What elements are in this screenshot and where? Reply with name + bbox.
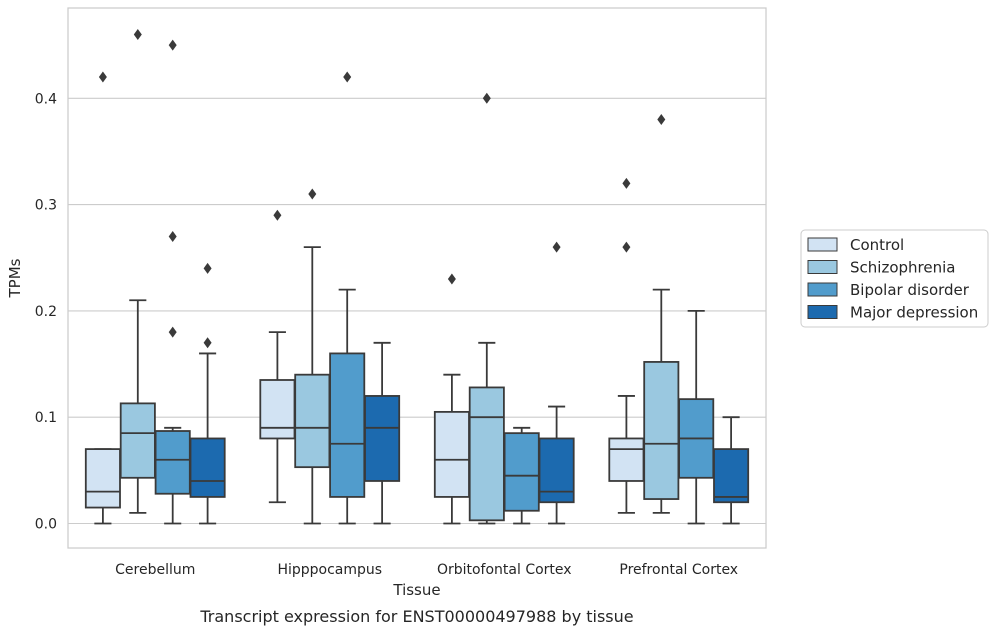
x-tick-label: Hipppocampus bbox=[277, 562, 382, 578]
box-1-2 bbox=[329, 71, 366, 525]
y-tick-label: 0.1 bbox=[35, 410, 57, 426]
outlier-point bbox=[203, 337, 212, 349]
outlier-point bbox=[168, 230, 177, 242]
box-iqr bbox=[84, 448, 121, 509]
box-iqr bbox=[643, 361, 680, 500]
y-tick-label: 0.4 bbox=[35, 91, 57, 107]
outlier-point bbox=[98, 71, 107, 83]
box-iqr bbox=[329, 352, 366, 498]
box-iqr bbox=[259, 379, 296, 440]
legend-frame bbox=[800, 229, 989, 328]
figure-caption: Transcript expression for ENST0000049798… bbox=[199, 607, 633, 626]
outlier-point bbox=[168, 326, 177, 338]
x-tick-label: Orbitofontal Cortex bbox=[437, 562, 572, 578]
outlier-point bbox=[622, 177, 631, 189]
outlier-point bbox=[552, 241, 561, 253]
box-2-1 bbox=[468, 92, 505, 525]
x-axis-title: Tissue bbox=[392, 581, 440, 599]
box-iqr bbox=[713, 448, 750, 504]
legend-swatch bbox=[807, 237, 838, 252]
y-axis-title: TPMs bbox=[6, 258, 24, 298]
box-2-2 bbox=[503, 426, 540, 525]
legend-swatch bbox=[807, 260, 838, 274]
box-iqr bbox=[608, 437, 645, 482]
box-iqr bbox=[294, 373, 331, 469]
outlier-point bbox=[168, 39, 177, 51]
boxes-layer bbox=[84, 29, 750, 525]
legend-label: Schizophrenia bbox=[850, 259, 955, 277]
box-3-0 bbox=[608, 177, 645, 514]
outlier-point bbox=[482, 92, 491, 104]
box-2-3 bbox=[538, 241, 575, 525]
legend-label: Major depression bbox=[850, 304, 978, 322]
plot-frame bbox=[67, 7, 767, 549]
box-iqr bbox=[538, 437, 575, 504]
legend-label: Control bbox=[850, 236, 904, 254]
box-3-2 bbox=[678, 309, 715, 525]
box-0-2 bbox=[154, 39, 191, 525]
outlier-point bbox=[657, 114, 666, 126]
box-1-1 bbox=[294, 188, 331, 525]
legend-swatch bbox=[807, 305, 838, 319]
box-3-1 bbox=[643, 114, 680, 514]
y-tick-label: 0.0 bbox=[35, 517, 57, 533]
box-iqr bbox=[119, 402, 156, 479]
box-1-3 bbox=[364, 341, 401, 525]
outlier-point bbox=[447, 273, 456, 285]
y-tick-label: 0.3 bbox=[35, 198, 57, 214]
box-0-3 bbox=[189, 262, 226, 525]
box-iqr bbox=[154, 430, 191, 495]
box-iqr bbox=[433, 410, 470, 498]
outlier-point bbox=[203, 262, 212, 274]
x-tick-labels: Cerebellum Hipppocampus Orbitofontal Corte… bbox=[115, 562, 738, 578]
box-3-3 bbox=[713, 416, 750, 525]
legend-swatch bbox=[807, 282, 838, 297]
outlier-point bbox=[273, 209, 282, 221]
x-tick-label: Prefrontal Cortex bbox=[619, 562, 738, 578]
box-1-0 bbox=[259, 209, 296, 504]
box-iqr bbox=[364, 395, 401, 482]
box-iqr bbox=[468, 386, 505, 522]
box-0-0 bbox=[84, 71, 121, 525]
box-iqr bbox=[503, 432, 540, 512]
x-tick-label: Cerebellum bbox=[115, 562, 195, 578]
legend-label: Bipolar disorder bbox=[850, 281, 970, 299]
outlier-point bbox=[343, 71, 352, 83]
outlier-point bbox=[622, 241, 631, 253]
y-tick-label: 0.2 bbox=[35, 304, 57, 320]
box-iqr bbox=[189, 437, 226, 498]
outlier-point bbox=[308, 188, 317, 200]
legend: Control Schizophrenia Bipolar disorder Majo… bbox=[800, 229, 989, 328]
y-tick-labels: 0.0 0.1 0.2 0.3 0.4 bbox=[35, 91, 57, 532]
outlier-point bbox=[133, 29, 142, 41]
box-0-1 bbox=[119, 29, 156, 514]
